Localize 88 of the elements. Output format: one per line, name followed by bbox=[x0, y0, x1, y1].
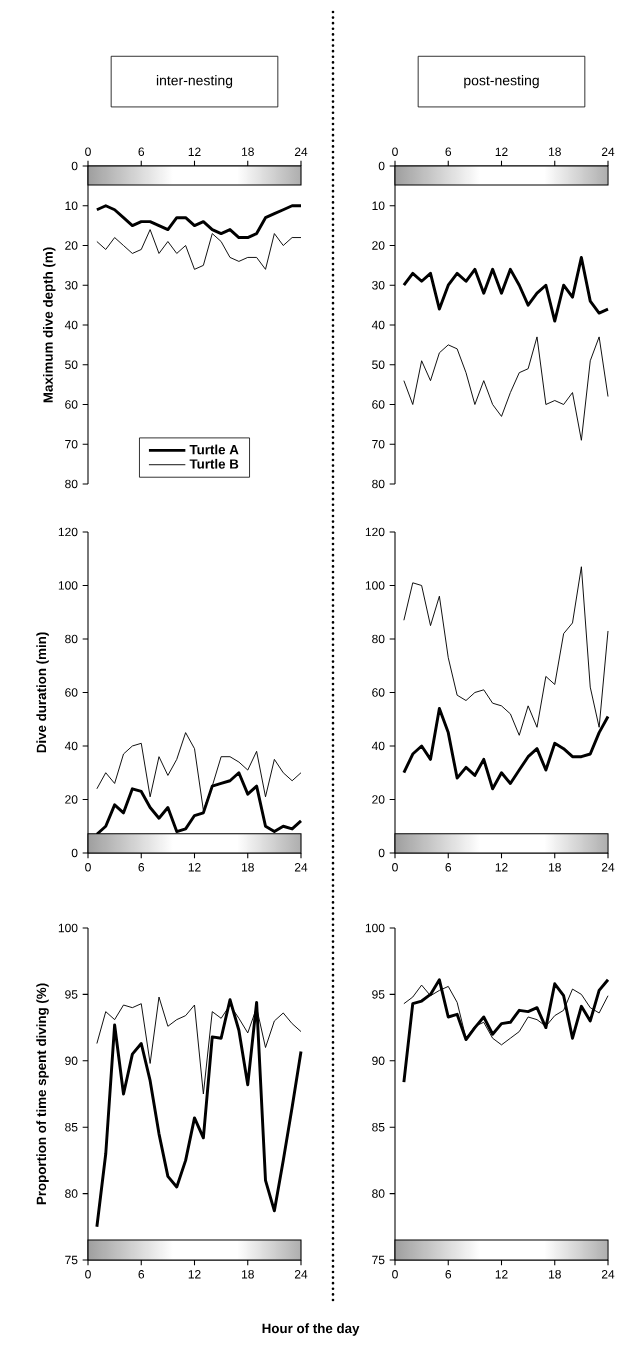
y-tick-label: 75 bbox=[372, 1255, 385, 1265]
y-tick-label: 80 bbox=[65, 479, 78, 489]
y-tick-label: 70 bbox=[372, 439, 385, 449]
x-tick-label: 6 bbox=[138, 863, 145, 872]
legend-label: Turtle B bbox=[189, 458, 239, 469]
y-tick-label: 50 bbox=[372, 360, 385, 369]
x-tick-label: 6 bbox=[445, 863, 452, 872]
y-tick-label: 30 bbox=[65, 280, 78, 290]
x-tick-label: 24 bbox=[601, 1270, 615, 1279]
y-tick-label: 80 bbox=[65, 634, 78, 644]
y-tick-label: 85 bbox=[372, 1122, 385, 1132]
y-tick-label: 40 bbox=[64, 741, 78, 751]
x-tick-label: 6 bbox=[445, 147, 452, 156]
x-tick-label: 18 bbox=[549, 1270, 561, 1279]
x-tick-label: 24 bbox=[294, 863, 308, 872]
y-tick-label: 40 bbox=[64, 320, 78, 330]
y-tick-label: 60 bbox=[372, 400, 385, 409]
y-tick-label: 20 bbox=[65, 241, 78, 250]
y-tick-label: 40 bbox=[371, 741, 385, 751]
x-tick-label: 12 bbox=[495, 1270, 508, 1279]
y-tick-label: 50 bbox=[65, 360, 78, 369]
y-tick-label: 80 bbox=[65, 1189, 78, 1198]
x-tick-label: 18 bbox=[242, 863, 254, 872]
y-tick-label: 80 bbox=[372, 479, 385, 489]
x-tick-label: 0 bbox=[85, 1270, 91, 1279]
y-tick-label: 30 bbox=[372, 280, 385, 290]
x-tick-label: 24 bbox=[601, 147, 615, 156]
x-tick-label: 18 bbox=[242, 1270, 254, 1279]
y-axis-title: Proportion of time spent diving (%) bbox=[36, 983, 49, 1205]
chart-title: inter-nesting bbox=[156, 75, 233, 89]
x-tick-label: 12 bbox=[495, 147, 508, 156]
y-tick-label: 120 bbox=[58, 527, 78, 537]
y-tick-label: 60 bbox=[65, 688, 78, 697]
y-tick-label: 80 bbox=[372, 1189, 385, 1198]
x-tick-label: 24 bbox=[294, 1270, 308, 1279]
x-tick-label: 0 bbox=[392, 863, 398, 872]
y-tick-label: 0 bbox=[378, 848, 385, 858]
y-tick-label: 95 bbox=[65, 990, 78, 999]
y-tick-label: 80 bbox=[372, 634, 385, 644]
x-tick-label: 6 bbox=[138, 1270, 145, 1279]
line-series bbox=[403, 336, 609, 441]
x-tick-label: 0 bbox=[85, 863, 91, 872]
y-tick-label: 10 bbox=[372, 201, 385, 211]
y-tick-label: 0 bbox=[71, 161, 78, 171]
y-tick-label: 20 bbox=[372, 795, 385, 804]
y-tick-label: 75 bbox=[65, 1255, 78, 1265]
y-tick-label: 90 bbox=[372, 1056, 385, 1066]
line-series bbox=[95, 998, 303, 1229]
x-axis-title: Hour of the day bbox=[262, 1323, 360, 1336]
legend-label: Turtle A bbox=[189, 444, 239, 455]
y-tick-label: 20 bbox=[372, 241, 385, 250]
y-tick-label: 85 bbox=[65, 1122, 78, 1132]
x-tick-label: 12 bbox=[495, 863, 508, 872]
x-tick-label: 18 bbox=[549, 147, 561, 156]
y-tick-label: 60 bbox=[65, 400, 78, 409]
y-tick-label: 90 bbox=[65, 1056, 78, 1066]
x-tick-label: 18 bbox=[242, 147, 254, 156]
y-tick-label: 100 bbox=[58, 923, 78, 933]
y-axis-title: Maximum dive depth (m) bbox=[43, 247, 56, 403]
y-tick-label: 100 bbox=[365, 581, 385, 590]
x-tick-label: 24 bbox=[294, 147, 308, 156]
line-series bbox=[402, 978, 610, 1084]
x-tick-label: 12 bbox=[188, 1270, 201, 1279]
line-series bbox=[95, 204, 303, 240]
y-tick-label: 95 bbox=[372, 990, 385, 999]
y-tick-label: 100 bbox=[365, 923, 385, 933]
chart-title: post-nesting bbox=[464, 75, 539, 89]
x-tick-label: 12 bbox=[188, 147, 201, 156]
x-tick-label: 24 bbox=[601, 863, 615, 872]
y-tick-label: 70 bbox=[65, 439, 78, 449]
x-tick-label: 0 bbox=[392, 147, 398, 156]
y-tick-label: 40 bbox=[371, 320, 385, 330]
y-tick-label: 60 bbox=[372, 688, 385, 697]
y-tick-label: 120 bbox=[365, 527, 385, 537]
y-tick-label: 0 bbox=[378, 161, 385, 171]
x-tick-label: 6 bbox=[138, 147, 145, 156]
y-tick-label: 100 bbox=[58, 581, 78, 590]
x-tick-label: 6 bbox=[445, 1270, 452, 1279]
y-axis-title: Dive duration (min) bbox=[36, 632, 49, 753]
y-tick-label: 10 bbox=[65, 201, 78, 211]
line-series bbox=[402, 255, 610, 323]
x-tick-label: 0 bbox=[392, 1270, 398, 1279]
line-series bbox=[96, 229, 302, 270]
y-tick-label: 0 bbox=[71, 848, 78, 858]
y-tick-label: 20 bbox=[65, 795, 78, 804]
x-tick-label: 18 bbox=[549, 863, 561, 872]
x-tick-label: 0 bbox=[85, 147, 91, 156]
x-tick-label: 12 bbox=[188, 863, 201, 872]
